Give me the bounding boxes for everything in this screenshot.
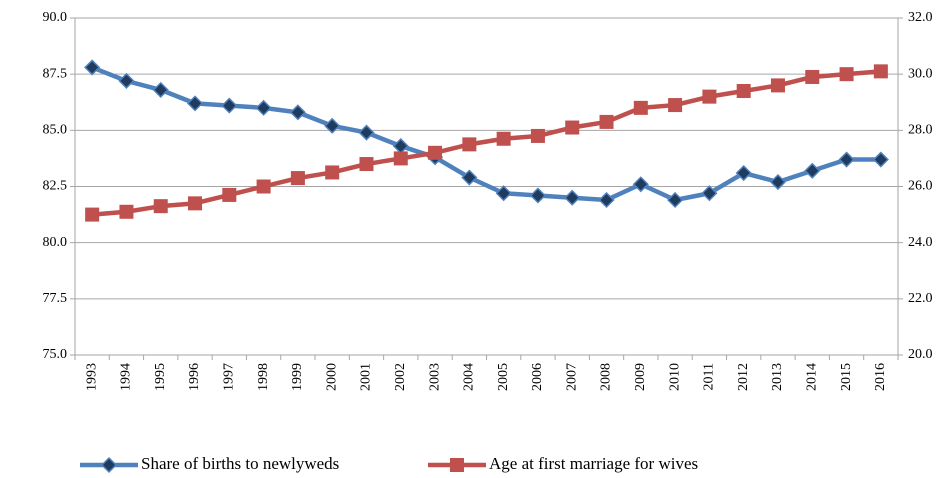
y2-tick-label: 28.0	[908, 123, 933, 138]
y2-tick-label: 20.0	[908, 347, 933, 362]
x-tick-label: 2001	[359, 363, 374, 391]
legend-label: Age at first marriage for wives	[489, 454, 698, 473]
data-point	[495, 185, 512, 202]
data-point	[769, 173, 787, 191]
y-tick-label: 75.0	[43, 347, 68, 362]
data-point	[359, 157, 374, 172]
x-tick-label: 1995	[153, 363, 168, 391]
x-tick-label: 2007	[564, 363, 579, 391]
data-point	[393, 151, 408, 166]
data-point	[256, 179, 271, 194]
x-tick-label: 1997	[222, 363, 237, 391]
data-point	[325, 165, 340, 180]
data-point	[392, 137, 409, 155]
x-tick-label: 2002	[393, 363, 408, 391]
data-point	[84, 59, 101, 76]
x-tick-label: 1996	[187, 363, 202, 391]
data-point	[873, 64, 888, 79]
y2-tick-label: 24.0	[908, 235, 933, 250]
legend-marker	[450, 458, 464, 472]
y2-tick-label: 22.0	[908, 291, 933, 306]
x-tick-label: 2013	[770, 363, 785, 391]
x-tick-label: 2016	[873, 363, 888, 391]
data-point	[530, 128, 545, 143]
series-line	[91, 69, 882, 217]
data-point	[872, 151, 889, 168]
x-tick-label: 1993	[84, 363, 99, 391]
data-point	[633, 100, 648, 115]
legend-marker	[100, 456, 118, 474]
x-tick-label: 1998	[256, 363, 271, 391]
data-point	[221, 97, 238, 114]
x-tick-label: 2015	[839, 363, 854, 391]
data-point	[702, 89, 717, 104]
legend-label: Share of births to newlyweds	[141, 454, 339, 473]
data-point	[496, 131, 511, 146]
data-point	[770, 78, 785, 93]
data-point	[564, 189, 581, 206]
x-tick-label: 2006	[530, 363, 545, 391]
data-point	[462, 137, 477, 152]
data-point	[701, 185, 718, 202]
y-tick-label: 82.5	[43, 179, 68, 194]
data-point	[805, 69, 820, 84]
data-point	[428, 145, 443, 160]
y2-tick-label: 32.0	[908, 10, 933, 25]
data-point	[85, 207, 100, 222]
x-tick-label: 2003	[427, 363, 442, 391]
data-point	[598, 191, 615, 209]
data-point	[632, 176, 649, 193]
data-point	[565, 120, 580, 135]
data-point	[186, 95, 204, 112]
data-point	[838, 151, 855, 168]
data-point	[667, 191, 684, 209]
data-point	[735, 164, 752, 182]
data-point	[324, 117, 341, 134]
x-tick-label: 2012	[736, 363, 751, 391]
data-point	[839, 67, 854, 82]
y-tick-label: 80.0	[43, 235, 68, 250]
data-point	[152, 81, 169, 98]
data-point	[222, 187, 237, 202]
data-point	[119, 204, 134, 219]
x-tick-label: 1994	[119, 363, 134, 391]
data-point	[668, 98, 683, 113]
data-point	[290, 171, 305, 186]
y2-tick-label: 26.0	[908, 179, 933, 194]
data-point	[461, 169, 478, 186]
x-tick-label: 2014	[804, 363, 819, 391]
data-point	[153, 199, 168, 214]
x-tick-label: 2011	[702, 363, 717, 390]
y-tick-label: 77.5	[43, 291, 68, 306]
data-point	[599, 114, 614, 129]
x-tick-label: 2008	[599, 363, 614, 391]
y2-tick-label: 30.0	[908, 66, 933, 81]
data-point	[358, 124, 375, 141]
data-point	[804, 162, 821, 179]
data-point	[118, 72, 135, 89]
y-tick-label: 90.0	[43, 10, 68, 25]
x-tick-label: 2010	[667, 363, 682, 391]
x-tick-label: 1999	[290, 363, 305, 391]
x-tick-label: 2004	[462, 363, 477, 391]
data-point	[736, 84, 751, 99]
x-tick-label: 2000	[324, 363, 339, 391]
data-point	[255, 99, 272, 116]
x-tick-label: 2009	[633, 363, 648, 391]
y-tick-label: 85.0	[43, 123, 68, 138]
x-tick-label: 2005	[496, 363, 511, 391]
data-point	[188, 196, 203, 211]
y-tick-label: 87.5	[43, 66, 68, 81]
data-point	[529, 187, 546, 204]
data-point	[289, 104, 306, 121]
